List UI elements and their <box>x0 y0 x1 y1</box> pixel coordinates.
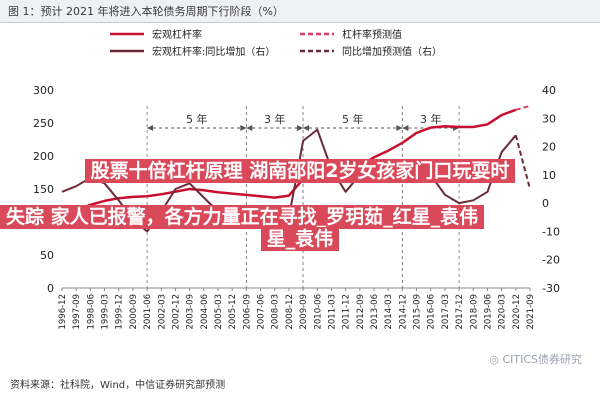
series-line-2 <box>515 104 531 111</box>
x-tick-label: 2011-12 <box>342 294 352 330</box>
x-tick-label: 2008-12 <box>285 294 295 330</box>
x-tick-label: 2010-06 <box>313 294 323 330</box>
x-tick-label: 1996-12 <box>58 294 68 330</box>
x-tick-label: 1998-06 <box>86 294 96 330</box>
y-right-tick-label: 20 <box>542 141 556 154</box>
x-tick-label: 2011-03 <box>327 294 337 330</box>
period-arrow-head <box>147 125 154 131</box>
x-tick-label: 2008-03 <box>271 294 281 330</box>
source-note: 资料来源：社科院，Wind，中信证券研究部预测 <box>10 380 226 391</box>
x-tick-label: 2002-12 <box>171 294 181 330</box>
period-label: 5 年 <box>186 112 208 126</box>
legend-label: 杠杆率预测值 <box>342 28 402 41</box>
x-tick-label: 2012-09 <box>356 294 366 330</box>
period-annotations: 5 年 3 年 5 年 3 年 <box>146 106 460 288</box>
x-tick-label: 2009-09 <box>299 294 309 330</box>
x-tick-label: 2005-03 <box>214 294 224 330</box>
watermark-icon: ◎ <box>489 353 503 366</box>
legend-label: 同比增加预测值（右） <box>342 45 442 58</box>
x-tick-label: 2004-06 <box>200 294 210 330</box>
y-right-tick-label: 10 <box>542 169 556 182</box>
x-tick-label: 2006-09 <box>242 294 252 330</box>
x-tick-label: 2007-06 <box>257 294 267 330</box>
x-tick-label: 1999-03 <box>101 294 111 330</box>
overlay-line-2: 失踪 家人已报警，各方力量正在寻找_罗玥茹_红星_袁伟 <box>0 205 485 229</box>
legend-label: 宏观杠杆率 <box>152 28 202 41</box>
title-bar: 图 1：预计 2021 年将进入本轮债务周期下行阶段（%） <box>0 0 600 23</box>
y-right-tick-label: 0 <box>542 197 549 210</box>
period-label: 3 年 <box>420 112 442 126</box>
x-tick-label: 2019-06 <box>483 294 493 330</box>
x-tick-label: 2020-03 <box>498 294 508 330</box>
x-tick-label: 2016-06 <box>427 294 437 330</box>
watermark: ◎ CITICS债券研究 <box>489 351 582 367</box>
y-left-tick-label: 250 <box>33 117 54 130</box>
x-tick-label: 2020-12 <box>512 294 522 330</box>
y-right-tick-label: 30 <box>542 112 556 125</box>
period-arrow-head <box>396 125 403 131</box>
y-right-tick-label: -10 <box>542 225 560 238</box>
overlay-line-1: 股票十倍杠杆原理 湖南邵阳2岁女孩家门口玩耍时 <box>84 159 516 183</box>
period-label: 5 年 <box>342 112 364 126</box>
series-line-1 <box>61 108 517 216</box>
watermark-text: CITICS债券研究 <box>502 353 582 366</box>
x-tick-label: 2021-09 <box>526 294 536 330</box>
period-arrow-head <box>402 125 409 131</box>
x-tick-label: 2014-12 <box>398 294 408 330</box>
x-tick-label: 2002-03 <box>157 294 167 330</box>
x-tick-label: 2001-06 <box>143 294 153 330</box>
overlay-line-3: 星_袁伟 <box>260 227 340 251</box>
x-tick-label: 2014-03 <box>384 294 394 330</box>
y-left-tick-label: 200 <box>33 150 54 163</box>
series-line-4 <box>514 135 531 190</box>
chart-title: 图 1：预计 2021 年将进入本轮债务周期下行阶段（%） <box>8 5 284 18</box>
x-tick-label: 2003-09 <box>186 294 196 330</box>
y-right-tick-label: -30 <box>542 282 560 295</box>
y-left-tick-label: 150 <box>33 183 54 196</box>
x-tick-label: 1997-09 <box>72 294 82 330</box>
period-arrow-head <box>303 125 310 131</box>
x-tick-label: 2015-09 <box>413 294 423 330</box>
x-tick-label: 2017-03 <box>441 294 451 330</box>
x-tick-label: 1999-12 <box>115 294 125 330</box>
period-label: 3 年 <box>264 112 286 126</box>
y-right-tick-label: -20 <box>542 254 560 267</box>
y-left-tick-label: 50 <box>40 249 54 262</box>
x-tick-label: 2000-09 <box>129 294 139 330</box>
y-left-tick-label: 300 <box>33 84 54 97</box>
x-tick-label: 2017-12 <box>455 294 465 330</box>
y-left-tick-label: 0 <box>47 282 54 295</box>
x-tick-label: 2013-06 <box>370 294 380 330</box>
period-arrow-head <box>297 125 304 131</box>
x-tick-label: 2018-09 <box>469 294 479 330</box>
period-arrow-head <box>240 125 247 131</box>
period-arrow-head <box>246 125 253 131</box>
legend-label: 宏观杠杆率:同比增加（右） <box>152 45 275 58</box>
x-tick-label: 2005-12 <box>228 294 238 330</box>
y-right-tick-label: 40 <box>542 84 556 97</box>
